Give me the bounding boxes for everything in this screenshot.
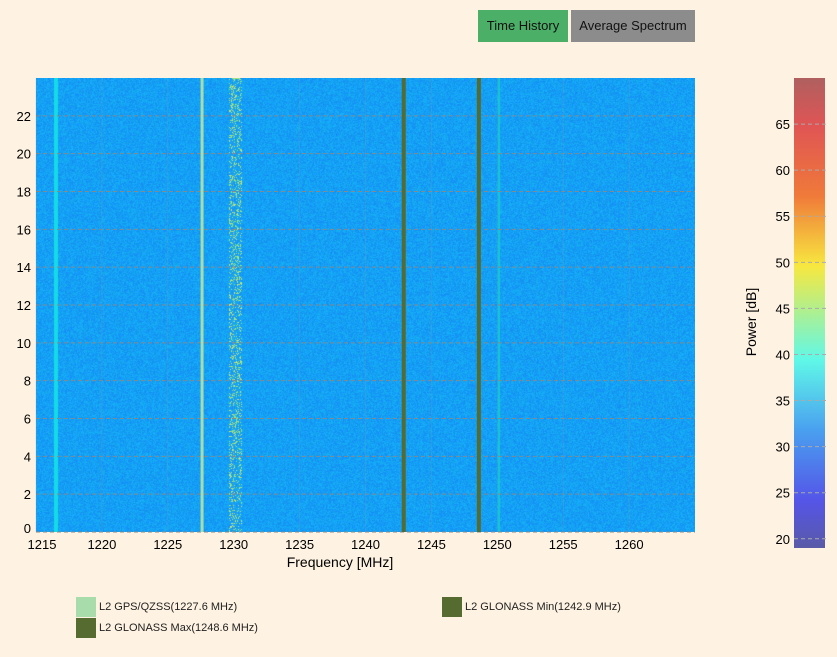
y-tick-label: 18 [17, 185, 31, 200]
colorbar-label: Power [dB] [743, 288, 759, 356]
legend-label: L2 GLONASS Min(1242.9 MHz) [465, 601, 621, 613]
legend-item-gps[interactable]: L2 GPS/QZSS(1227.6 MHz) [76, 597, 237, 617]
x-tick-label: 1215 [28, 537, 57, 552]
y-tick-label: 20 [17, 147, 31, 162]
y-tick-label: 16 [17, 222, 31, 237]
legend-label: L2 GPS/QZSS(1227.6 MHz) [99, 601, 237, 613]
colorbar-tick-label: 55 [776, 209, 790, 224]
x-tick-label: 1250 [483, 537, 512, 552]
legend-label: L2 GLONASS Max(1248.6 MHz) [99, 622, 258, 634]
colorbar-tick-label: 30 [776, 440, 790, 455]
x-tick-label: 1245 [417, 537, 446, 552]
x-tick-label: 1260 [615, 537, 644, 552]
y-tick-label: 0 [24, 521, 31, 536]
y-tick-label: 6 [24, 412, 31, 427]
x-tick-label: 1230 [219, 537, 248, 552]
legend-item-glonass-max[interactable]: L2 GLONASS Max(1248.6 MHz) [76, 618, 258, 638]
y-tick-label: 4 [24, 449, 31, 464]
x-axis-label: Frequency [MHz] [287, 554, 394, 570]
y-tick-label: 22 [17, 109, 31, 124]
x-tick-label: 1235 [285, 537, 314, 552]
y-tick-label: 14 [17, 260, 31, 275]
colorbar-tick-label: 25 [776, 486, 790, 501]
colorbar-tick-label: 50 [776, 255, 790, 270]
x-tick-label: 1240 [351, 537, 380, 552]
x-tick-label: 1225 [153, 537, 182, 552]
colorbar-tick-label: 20 [776, 532, 790, 547]
y-tick-label: 8 [24, 374, 31, 389]
legend-swatch [76, 597, 96, 617]
y-tick-label: 10 [17, 336, 31, 351]
x-tick-label: 1220 [87, 537, 116, 552]
colorbar-tick-label: 40 [776, 347, 790, 362]
y-tick-label: 2 [24, 487, 31, 502]
colorbar-tick-label: 65 [776, 117, 790, 132]
x-tick-label: 1255 [549, 537, 578, 552]
legend-swatch [76, 618, 96, 638]
y-tick-label: 12 [17, 298, 31, 313]
colorbar-tick-label: 35 [776, 394, 790, 409]
legend-swatch [442, 597, 462, 617]
colorbar-tick-label: 60 [776, 163, 790, 178]
legend-item-glonass-min[interactable]: L2 GLONASS Min(1242.9 MHz) [442, 597, 621, 617]
colorbar-tick-label: 45 [776, 301, 790, 316]
